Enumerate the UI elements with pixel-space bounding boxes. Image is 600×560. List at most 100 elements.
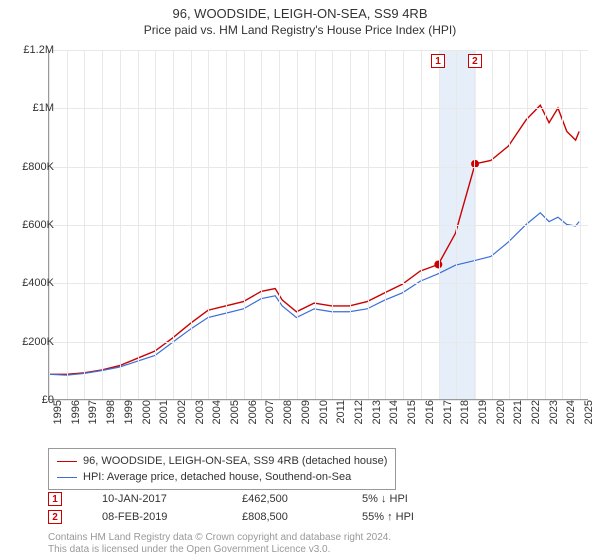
sale-marker-label: 2 (468, 54, 482, 68)
gridline-vertical (527, 50, 528, 399)
gridline-horizontal (49, 108, 588, 109)
event-row: 1 10-JAN-2017 £462,500 5% ↓ HPI (48, 492, 588, 506)
x-axis-label: 1996 (70, 400, 82, 440)
title-sub: Price paid vs. HM Land Registry's House … (0, 23, 600, 37)
gridline-horizontal (49, 342, 588, 343)
x-axis-label: 2000 (141, 400, 153, 440)
gridline-vertical (385, 50, 386, 399)
gridline-vertical (315, 50, 316, 399)
event-marker-icon: 1 (48, 492, 62, 506)
event-delta: 5% ↓ HPI (362, 493, 452, 505)
gridline-vertical (155, 50, 156, 399)
event-date: 08-FEB-2019 (102, 511, 202, 523)
gridline-vertical (545, 50, 546, 399)
x-axis-label: 2018 (459, 400, 471, 440)
gridline-vertical (138, 50, 139, 399)
x-axis-label: 1995 (52, 400, 64, 440)
y-axis-label: £600K (22, 219, 54, 231)
x-axis-label: 2020 (495, 400, 507, 440)
legend-label: 96, WOODSIDE, LEIGH-ON-SEA, SS9 4RB (det… (83, 453, 387, 469)
event-row: 2 08-FEB-2019 £808,500 55% ↑ HPI (48, 510, 588, 524)
legend-item: 96, WOODSIDE, LEIGH-ON-SEA, SS9 4RB (det… (57, 453, 387, 469)
gridline-vertical (403, 50, 404, 399)
legend-swatch (57, 477, 77, 478)
y-axis-label: £1.2M (23, 44, 54, 56)
gridline-vertical (580, 50, 581, 399)
gridline-vertical (208, 50, 209, 399)
x-axis-label: 2017 (442, 400, 454, 440)
chart-plot-area (48, 50, 588, 400)
x-axis-label: 2025 (583, 400, 595, 440)
x-axis-label: 1999 (123, 400, 135, 440)
x-axis-label: 2002 (176, 400, 188, 440)
gridline-vertical (368, 50, 369, 399)
footer-line: Contains HM Land Registry data © Crown c… (48, 532, 391, 544)
x-axis-label: 1998 (105, 400, 117, 440)
y-axis-label: £200K (22, 336, 54, 348)
gridline-vertical (350, 50, 351, 399)
footer: Contains HM Land Registry data © Crown c… (48, 532, 391, 556)
events-table: 1 10-JAN-2017 £462,500 5% ↓ HPI 2 08-FEB… (48, 492, 588, 528)
gridline-horizontal (49, 225, 588, 226)
gridline-vertical (492, 50, 493, 399)
gridline-vertical (67, 50, 68, 399)
gridline-vertical (191, 50, 192, 399)
event-price: £462,500 (242, 493, 322, 505)
gridline-vertical (173, 50, 174, 399)
x-axis-label: 2006 (247, 400, 259, 440)
gridline-vertical (261, 50, 262, 399)
gridline-horizontal (49, 167, 588, 168)
x-axis-label: 2021 (512, 400, 524, 440)
footer-line: This data is licensed under the Open Gov… (48, 544, 391, 556)
gridline-vertical (120, 50, 121, 399)
y-axis-label: £1M (33, 102, 54, 114)
x-axis-label: 2024 (565, 400, 577, 440)
chart-container: 96, WOODSIDE, LEIGH-ON-SEA, SS9 4RB Pric… (0, 0, 600, 560)
gridline-vertical (226, 50, 227, 399)
event-delta: 55% ↑ HPI (362, 511, 452, 523)
event-marker-icon: 2 (48, 510, 62, 524)
legend: 96, WOODSIDE, LEIGH-ON-SEA, SS9 4RB (det… (48, 448, 396, 490)
gridline-vertical (279, 50, 280, 399)
x-axis-label: 2014 (388, 400, 400, 440)
gridline-vertical (297, 50, 298, 399)
gridline-horizontal (49, 283, 588, 284)
x-axis-label: 2007 (264, 400, 276, 440)
x-axis-label: 2009 (300, 400, 312, 440)
legend-item: HPI: Average price, detached house, Sout… (57, 469, 387, 485)
x-axis-label: 2019 (477, 400, 489, 440)
x-axis-label: 2003 (194, 400, 206, 440)
x-axis-label: 2004 (211, 400, 223, 440)
x-axis-label: 2001 (158, 400, 170, 440)
gridline-vertical (509, 50, 510, 399)
x-axis-label: 2022 (530, 400, 542, 440)
x-axis-label: 2012 (353, 400, 365, 440)
event-price: £808,500 (242, 511, 322, 523)
x-axis-label: 2008 (282, 400, 294, 440)
gridline-vertical (244, 50, 245, 399)
x-axis-label: 2005 (229, 400, 241, 440)
event-date: 10-JAN-2017 (102, 493, 202, 505)
gridline-vertical (562, 50, 563, 399)
legend-swatch (57, 461, 77, 462)
gridline-vertical (439, 50, 440, 399)
gridline-vertical (474, 50, 475, 399)
gridline-vertical (102, 50, 103, 399)
sale-marker-label: 1 (431, 54, 445, 68)
x-axis-label: 2023 (548, 400, 560, 440)
y-axis-label: £800K (22, 161, 54, 173)
legend-label: HPI: Average price, detached house, Sout… (83, 469, 351, 485)
title-main: 96, WOODSIDE, LEIGH-ON-SEA, SS9 4RB (0, 6, 600, 21)
x-axis-label: 2016 (424, 400, 436, 440)
x-axis-label: 2015 (406, 400, 418, 440)
gridline-vertical (332, 50, 333, 399)
title-block: 96, WOODSIDE, LEIGH-ON-SEA, SS9 4RB Pric… (0, 0, 600, 37)
gridline-horizontal (49, 50, 588, 51)
gridline-vertical (421, 50, 422, 399)
gridline-vertical (456, 50, 457, 399)
gridline-vertical (84, 50, 85, 399)
x-axis-label: 2010 (318, 400, 330, 440)
x-axis-label: 2013 (371, 400, 383, 440)
y-axis-label: £400K (22, 277, 54, 289)
x-axis-label: 1997 (87, 400, 99, 440)
